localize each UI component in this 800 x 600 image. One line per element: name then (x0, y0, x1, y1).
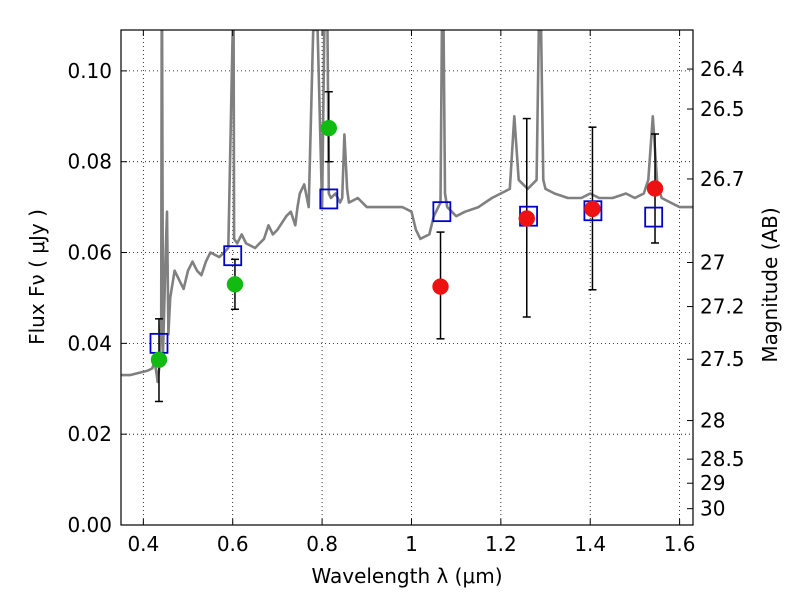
right-tick-label: 26.7 (700, 167, 745, 191)
x-tick-label: 1.6 (664, 532, 696, 556)
right-tick-label: 26.4 (700, 57, 745, 81)
observed-photometry-point (646, 180, 664, 197)
right-axis-label: Magnitude (AB) (758, 207, 782, 362)
model-spectrum-line (121, 30, 693, 384)
model-photometry-square (319, 188, 339, 210)
observed-photometry-point (320, 119, 338, 137)
grid-lines (121, 30, 693, 526)
y-axis-label: Flux Fν ( μJy ) (25, 209, 49, 345)
x-tick-label: 1.2 (485, 532, 517, 556)
marker-layer (149, 91, 664, 403)
plot-frame (120, 29, 694, 526)
observed-photometry-point (584, 200, 601, 218)
x-axis-label: Wavelength λ (μm) (311, 564, 502, 588)
right-tick-label: 27.2 (700, 295, 745, 319)
x-tick-label: 0.4 (127, 532, 159, 556)
observed-photometry-point (150, 351, 168, 368)
x-tick-label: 0.8 (306, 532, 338, 556)
x-tick-label: 1.4 (574, 532, 606, 556)
right-tick-label: 27 (700, 251, 725, 275)
y-tick-label: 0.02 (67, 422, 112, 446)
right-tick-label: 26.5 (700, 97, 745, 121)
y-tick-label: 0.08 (67, 150, 112, 174)
x-tick-label: 1 (405, 532, 418, 556)
model-photometry-square (432, 201, 452, 223)
x-tick-label: 0.6 (217, 532, 249, 556)
right-tick-label: 27.5 (700, 347, 745, 371)
y-tick-label: 0.04 (67, 331, 112, 355)
tick-layer: 0.4 0.6 0.8 1 1.2 1.4 1.6 0.00 0.02 0.04 0.06 0.08 0… (67, 30, 745, 556)
model-photometry-square (644, 206, 664, 228)
observed-photometry-point (518, 210, 536, 227)
right-tick-label: 29 (700, 471, 725, 495)
observed-photometry-point (226, 276, 244, 293)
right-tick-label: 28 (700, 409, 725, 433)
y-tick-label: 0.00 (67, 513, 112, 537)
observed-photometry-point (432, 278, 449, 295)
y-tick-label: 0.06 (67, 241, 112, 265)
right-tick-label: 30 (700, 497, 725, 521)
spectrum-layer (121, 30, 693, 384)
y-tick-label: 0.10 (67, 59, 112, 83)
model-photometry-square (223, 245, 243, 267)
right-tick-label: 28.5 (700, 447, 745, 471)
